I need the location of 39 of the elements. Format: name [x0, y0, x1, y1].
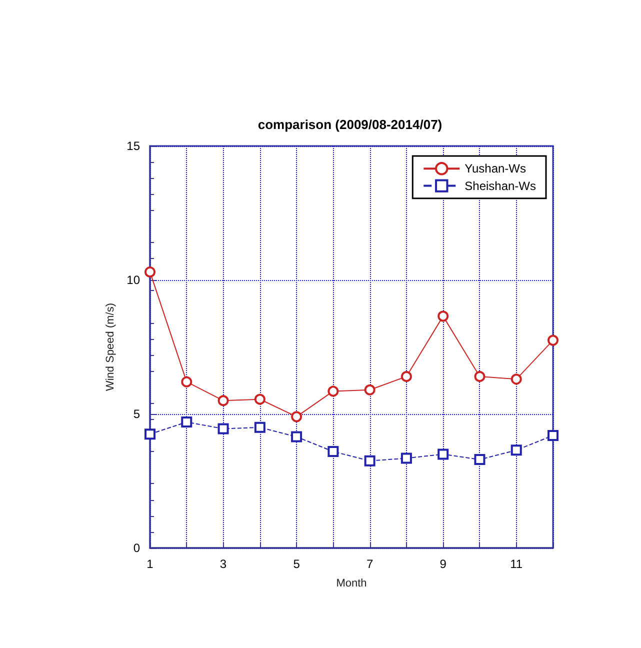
point [364, 384, 376, 396]
x-tick-label: 7 [366, 557, 374, 571]
point [181, 376, 192, 388]
y-tick-label: 5 [133, 407, 140, 421]
point [328, 446, 339, 458]
point [254, 394, 266, 405]
point [218, 395, 229, 406]
x-tick-label: 9 [440, 557, 447, 571]
x-axis-title: Month [336, 578, 367, 590]
point [328, 386, 339, 397]
x-tick-label: 5 [293, 557, 300, 571]
legend-label: Yushan-Ws [464, 162, 526, 176]
legend-label: Sheishan-Ws [464, 178, 536, 193]
point [400, 452, 412, 464]
point [400, 370, 412, 382]
y-tick-label: 15 [126, 139, 140, 153]
x-tick-label: 1 [146, 557, 154, 571]
point [474, 454, 486, 466]
point [548, 334, 558, 346]
point [181, 416, 192, 428]
point [548, 430, 558, 441]
point [510, 374, 522, 385]
y-axis-title: Wind Speed (m/s) [104, 302, 116, 392]
x-tick-label: 11 [510, 557, 523, 571]
point [218, 423, 229, 434]
point [291, 411, 302, 422]
point [438, 448, 449, 460]
y-tick-label: 10 [126, 273, 140, 287]
point [474, 370, 486, 382]
point [254, 422, 266, 433]
point [144, 266, 156, 278]
point [144, 428, 156, 440]
point [364, 455, 376, 466]
y-tick-label: 0 [133, 541, 140, 555]
point [438, 310, 449, 322]
x-tick-label: 3 [220, 557, 227, 571]
point [291, 431, 302, 442]
point [510, 444, 522, 456]
chart-title: comparison (2009/08-2014/07) [258, 117, 442, 132]
